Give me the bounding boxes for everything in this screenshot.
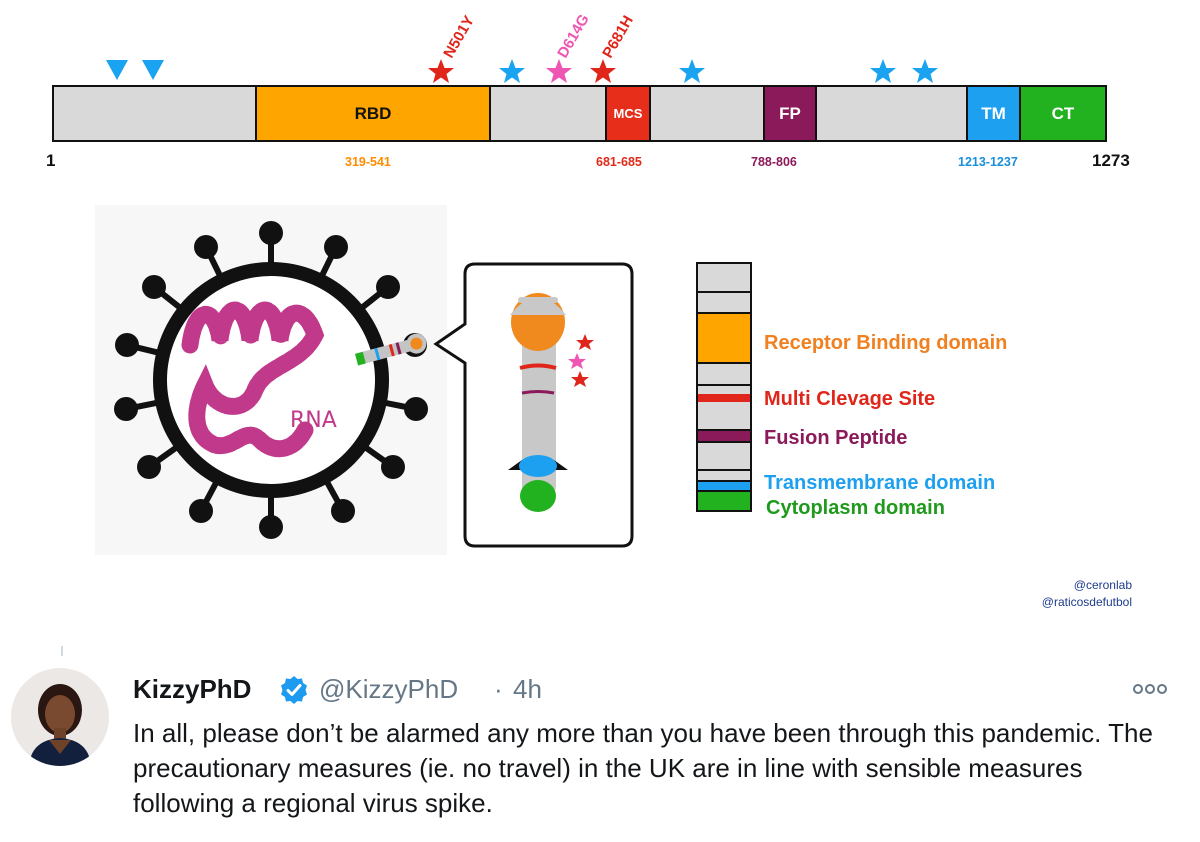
legend-swatch-fp <box>698 429 750 443</box>
domain-mcs: MCS <box>605 87 651 140</box>
more-options-icon[interactable] <box>1133 683 1167 695</box>
legend-label-fp: Fusion Peptide <box>764 427 908 449</box>
legend-label-mcs: Multi Clevage Site <box>764 388 936 410</box>
mutation-label-p681h: P681H <box>599 12 637 62</box>
domain-ct-label: CT <box>1051 103 1075 123</box>
tweet-author-name[interactable]: KizzyPhD <box>133 674 252 704</box>
legend-label-rbd: Receptor Binding domain <box>764 332 1008 354</box>
domain-fp: FP <box>763 87 817 140</box>
star-icon <box>546 59 572 83</box>
mini-spike-icon <box>354 333 427 366</box>
virus-illustration: RNA <box>114 221 428 539</box>
domain-rbd-label: RBD <box>354 103 392 123</box>
star-icon <box>912 59 938 83</box>
rna-strand <box>181 301 325 458</box>
glycosylation-triangle-icon <box>142 60 164 80</box>
range-rbd: 319-541 <box>345 155 391 169</box>
legend-swatch-ct <box>698 490 750 510</box>
site-markers <box>106 59 938 83</box>
range-mcs: 681-685 <box>596 155 642 169</box>
legend-label-tm: Transmembrane domain <box>764 472 996 494</box>
profile-photo <box>11 668 109 766</box>
domain-tm-label: TM <box>981 103 1006 123</box>
domain-ct: CT <box>1019 87 1105 140</box>
star-icon <box>679 59 705 83</box>
mutation-label-d614g: D614G <box>554 11 593 61</box>
star-icon <box>571 371 589 387</box>
star-icon <box>576 334 594 350</box>
glycosylation-triangle-icon <box>106 60 128 80</box>
legend-swatch-mcs <box>698 394 750 402</box>
sequence-end-label: 1273 <box>1092 151 1130 170</box>
sequence-start-label: 1 <box>46 151 56 170</box>
domain-fp-label: FP <box>779 103 801 123</box>
star-icon <box>870 59 896 83</box>
star-icon <box>428 59 454 83</box>
mutation-label-n501y: N501Y <box>440 12 478 62</box>
domain-rbd: RBD <box>255 87 491 140</box>
domain-mcs-label: MCS <box>613 106 643 121</box>
domain-tm: TM <box>966 87 1021 140</box>
credit-raticosdefutbol: @raticosdefutbol <box>1041 595 1132 609</box>
legend-label-ct: Cytoplasm domain <box>766 497 945 519</box>
tweet-text: In all, please don’t be alarmed any more… <box>133 718 1153 818</box>
star-icon <box>590 59 616 83</box>
legend-swatch-tm <box>698 480 750 490</box>
credit-ceronlab: @ceronlab <box>1073 578 1132 592</box>
avatar[interactable] <box>11 668 109 766</box>
range-fp: 788-806 <box>751 155 797 169</box>
range-tm: 1213-1237 <box>958 155 1018 169</box>
legend-bar <box>696 262 752 512</box>
spike-callout <box>433 262 634 548</box>
tweet-separator: · <box>494 674 503 704</box>
star-icon <box>499 59 525 83</box>
thread-line <box>61 646 63 656</box>
legend-swatch-rbd <box>698 312 750 364</box>
tweet-timestamp[interactable]: 4h <box>513 674 542 704</box>
tweet-author-handle[interactable]: @KizzyPhD <box>319 674 459 704</box>
verified-badge-icon <box>281 676 307 704</box>
star-icon <box>568 353 586 369</box>
spike-domain-bar: RBD MCS FP TM CT <box>52 85 1107 142</box>
rna-label: RNA <box>290 408 337 433</box>
